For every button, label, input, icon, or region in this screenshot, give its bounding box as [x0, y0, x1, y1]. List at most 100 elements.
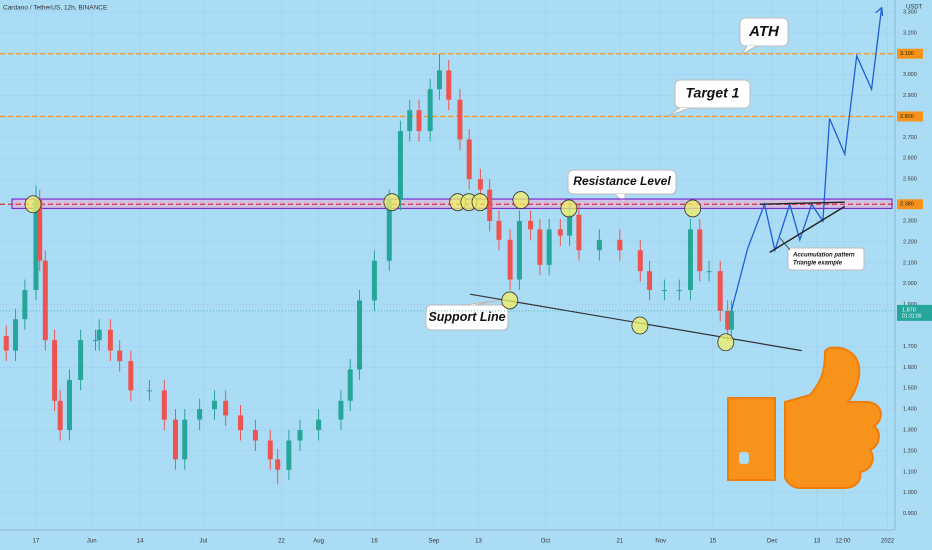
thumbs-up-icon: [727, 346, 882, 489]
price-axis-bg: [895, 0, 932, 550]
callout-pointer: [667, 107, 691, 117]
callout-text: Target 1: [686, 85, 740, 101]
chart-title: Cardano / TetherUS, 12h, BINANCE: [3, 5, 108, 12]
candle-body: [117, 350, 123, 362]
projection-arrowhead: [875, 6, 884, 16]
y-tick-label: 3.000: [903, 72, 917, 78]
x-tick-label: Sep: [429, 539, 440, 545]
candle-body: [466, 139, 472, 180]
x-tick-label: 13: [814, 539, 821, 545]
candle-body: [596, 239, 602, 251]
candle-body: [446, 70, 452, 100]
y-tick-label: 1.200: [903, 448, 917, 454]
candle-body: [297, 430, 303, 441]
x-tick-label: 21: [616, 539, 623, 545]
x-tick-label: 12:00: [835, 539, 851, 545]
candle-body: [357, 300, 363, 370]
candle-body: [507, 239, 513, 280]
y-tick-label: 2.200: [903, 239, 917, 245]
x-tick-label: Oct: [541, 539, 551, 545]
touch-marker: [560, 199, 578, 218]
triangle-line: [769, 205, 846, 253]
candle-body: [267, 440, 273, 460]
candle-body: [252, 430, 258, 441]
level-label: 2.800: [900, 114, 914, 120]
y-tick-label: 1.400: [903, 407, 917, 413]
candle-body: [172, 419, 178, 460]
level-tag: [897, 48, 923, 59]
candle-body: [96, 329, 102, 341]
candle-body: [687, 229, 693, 290]
y-tick-label: 2.700: [903, 135, 917, 141]
y-tick-label: 1.700: [903, 344, 917, 350]
candle-body: [567, 214, 573, 236]
candle-body: [13, 319, 19, 351]
candle-body: [487, 189, 493, 221]
y-tick-label: 1.600: [903, 365, 917, 371]
x-tick-label: 13: [475, 539, 482, 545]
candle-body: [637, 250, 643, 272]
candle-body: [407, 110, 413, 132]
candle-body: [128, 361, 134, 391]
candle-body: [161, 390, 167, 420]
candle-body: [516, 220, 522, 280]
x-tick-label: 17: [33, 539, 40, 545]
x-tick-label: 2022: [881, 539, 895, 545]
candle-body: [397, 131, 403, 201]
candle-body: [52, 340, 58, 401]
y-tick-label: 2.000: [903, 281, 917, 287]
x-tick-label: Jul: [199, 539, 207, 545]
candle-body: [238, 415, 244, 431]
x-tick-label: 22: [278, 539, 285, 545]
candle-body: [537, 229, 543, 265]
candle-body: [427, 89, 433, 132]
candle-body: [92, 340, 98, 342]
level-label: 2.380: [900, 202, 914, 208]
candle-body: [728, 310, 734, 330]
callout-text: Support Line: [428, 310, 505, 324]
candle-body: [22, 289, 28, 320]
candle-body: [286, 440, 292, 470]
candle-body: [66, 379, 72, 431]
candle-body: [42, 260, 48, 341]
current-price-tag: [897, 304, 932, 321]
callout-text: Resistance Level: [573, 174, 671, 188]
candle-body: [107, 329, 113, 351]
x-tick-label: Aug: [313, 539, 324, 545]
candle-body: [3, 335, 9, 351]
candle-body: [676, 289, 682, 291]
triangle-line: [759, 201, 845, 205]
candle-body: [223, 400, 229, 416]
y-tick-label: 0.900: [903, 511, 917, 517]
candle-body: [528, 220, 534, 230]
candle-body: [647, 271, 653, 290]
touch-marker: [471, 193, 489, 212]
candle-body: [146, 390, 152, 392]
candle-body: [78, 340, 84, 380]
candle-body: [706, 271, 712, 273]
candle-body: [717, 271, 723, 311]
callout-pointer: [464, 299, 501, 306]
x-tick-label: 14: [137, 539, 144, 545]
candle-body: [37, 200, 43, 261]
touch-marker: [501, 291, 519, 310]
y-tick-label: 2.500: [903, 177, 917, 183]
candle-body: [316, 419, 322, 431]
callout-box: [739, 17, 789, 47]
x-tick-label: Nov: [655, 539, 666, 545]
candle-body: [546, 229, 552, 265]
y-tick-label: 1.300: [903, 428, 917, 434]
candle-body: [617, 239, 623, 251]
candle-body: [347, 369, 353, 401]
y-tick-label: 1.000: [903, 490, 917, 496]
y-tick-label: 2.900: [903, 93, 917, 99]
touch-marker: [512, 191, 530, 209]
candle-body: [557, 229, 563, 236]
y-tick-label: 2.600: [903, 156, 917, 162]
callout-pointer: [740, 45, 758, 56]
note-text: Triangle example: [793, 261, 843, 267]
x-tick-label: 15: [709, 539, 716, 545]
y-tick-label: 2.300: [903, 218, 917, 224]
y-tick-label: 1.500: [903, 386, 917, 392]
